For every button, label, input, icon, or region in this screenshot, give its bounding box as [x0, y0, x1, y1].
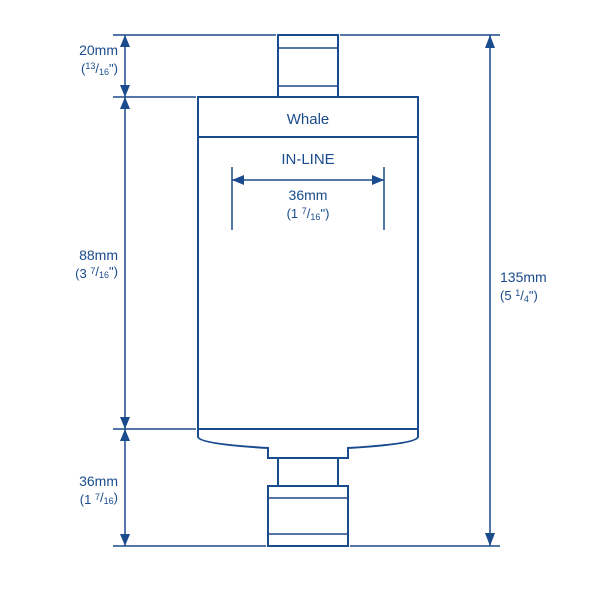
dimension-drawing: Whale IN-LINE 36mm (1 7/16") 135mm (5 1/…	[0, 0, 600, 600]
brand-label: Whale	[287, 111, 330, 128]
left-dimensions: 20mm (13/16") 88mm (3 7/16") 36mm (1 7/1…	[75, 35, 276, 546]
width-mm: 36mm	[289, 187, 328, 203]
width-dimension: 36mm (1 7/16")	[232, 167, 384, 230]
bot-conn-inch: (1 7/16)	[80, 490, 118, 507]
width-inch: (1 7/16")	[287, 206, 330, 222]
body-mm: 88mm	[79, 247, 118, 263]
overall-height-dimension: 135mm (5 1/4")	[340, 35, 547, 546]
main-body	[198, 137, 418, 429]
top-connector	[278, 35, 338, 97]
overall-mm: 135mm	[500, 269, 547, 285]
overall-inch: (5 1/4")	[500, 288, 538, 304]
model-label: IN-LINE	[281, 151, 334, 168]
bottom-connector	[268, 486, 348, 546]
top-conn-mm: 20mm	[79, 42, 118, 58]
top-conn-inch: (13/16")	[81, 61, 118, 77]
bottom-connector-neck	[278, 458, 338, 486]
body-inch: (3 7/16")	[75, 264, 118, 281]
bot-conn-mm: 36mm	[79, 473, 118, 489]
pump-outline: Whale IN-LINE	[198, 35, 418, 546]
